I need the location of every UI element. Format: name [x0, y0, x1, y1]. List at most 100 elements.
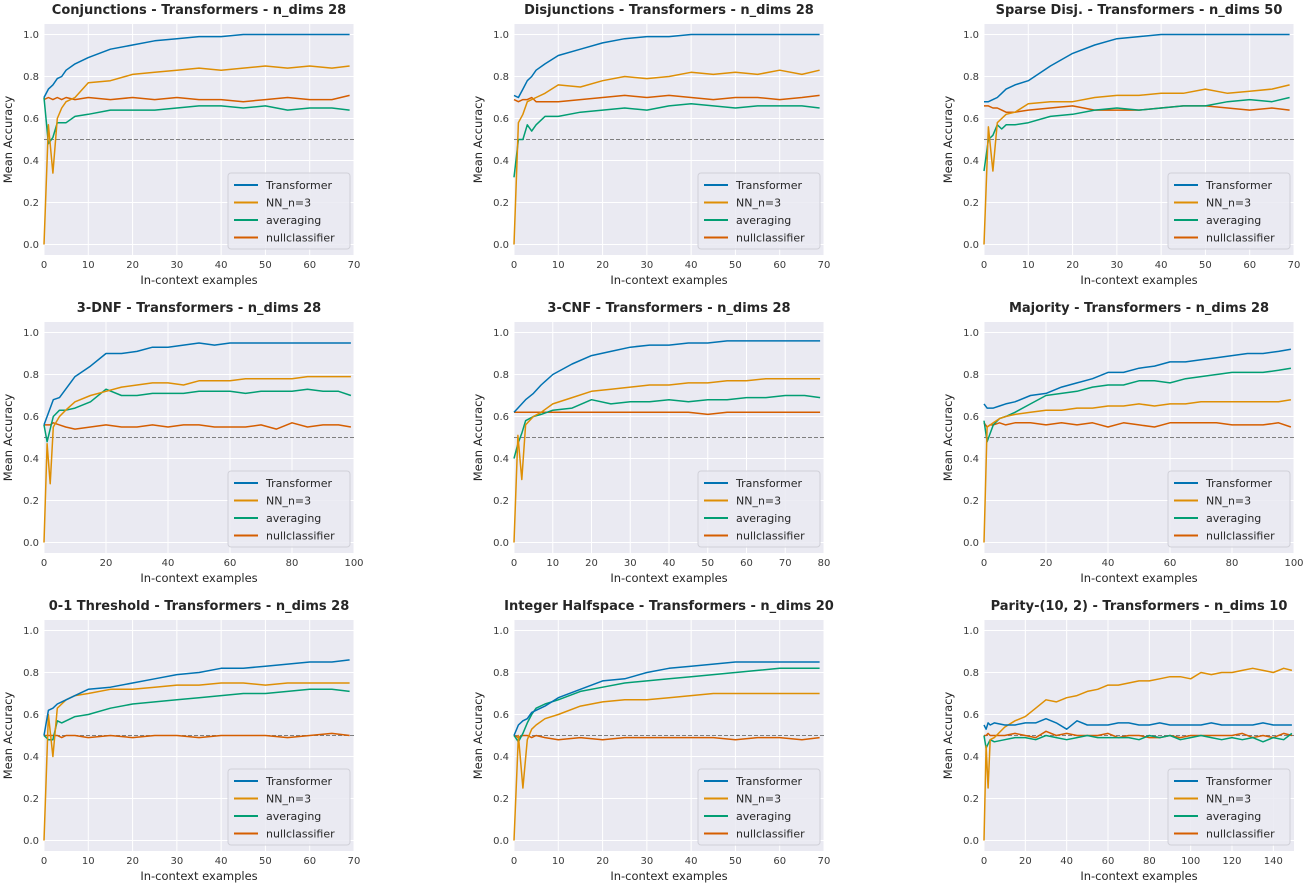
- legend-box: [697, 470, 821, 548]
- x-tick-label: 60: [303, 260, 316, 271]
- x-axis-label: In-context examples: [610, 571, 727, 585]
- x-tick-label: 40: [215, 260, 228, 271]
- x-tick-label: 20: [100, 558, 113, 569]
- x-tick-label: 20: [596, 260, 609, 271]
- subplot-svg: 0 10 20 30 40 50 60 70 80 0.0 0.2 0.4 0.6 0.8 1.0 3-CNF…: [471, 301, 830, 585]
- x-tick-label: 20: [1040, 558, 1053, 569]
- legend-entry: nullclassifier: [266, 232, 335, 245]
- x-tick-label: 40: [663, 558, 676, 569]
- x-tick-label: 70: [779, 558, 792, 569]
- x-tick-label: 30: [170, 260, 183, 271]
- x-tick-label: 30: [1110, 260, 1123, 271]
- x-tick-label: 60: [1243, 260, 1256, 271]
- x-tick-label: 20: [1066, 260, 1079, 271]
- series-line-nullclassifier: [983, 422, 1292, 428]
- x-tick-label: 100: [344, 558, 363, 569]
- legend-entry: NN_n=3: [1206, 197, 1251, 210]
- legend-box: [1167, 172, 1291, 250]
- chart-title: Integer Halfspace - Transformers - n_dim…: [504, 599, 834, 614]
- y-axis-label: Mean Accuracy: [941, 96, 955, 184]
- subplot-svg: 0 20 40 60 80 100 120 140 0.0 0.2 0.4 0.6 0.8 1.0 Pari…: [941, 599, 1294, 883]
- x-tick-label: 0: [511, 260, 517, 271]
- series-line-nullclassifier: [514, 411, 821, 416]
- y-axis-label: Mean Accuracy: [941, 394, 955, 482]
- x-tick-label: 0: [41, 260, 47, 271]
- x-tick-label: 30: [624, 558, 637, 569]
- x-tick-label: 70: [818, 856, 831, 867]
- chart-title: 3-CNF - Transformers - n_dims 28: [547, 301, 790, 316]
- y-tick-label: 1.0: [23, 328, 39, 339]
- y-axis-label: Mean Accuracy: [941, 692, 955, 780]
- legend-box: [697, 172, 821, 250]
- x-tick-label: 30: [640, 856, 653, 867]
- legend: Transformer NN_n=3 averaging nullclassifier: [227, 470, 351, 548]
- legend-entry: Transformer: [1205, 477, 1272, 490]
- subplot-3: 0 10 20 30 40 50 60 70 0.0 0.2 0.4 0.6 0.8 1.0 Sparse …: [940, 0, 1304, 296]
- legend-entry: NN_n=3: [1206, 495, 1251, 508]
- x-tick-label: 10: [552, 260, 565, 271]
- series-line-transformer: [513, 33, 820, 99]
- legend-entry: Transformer: [265, 477, 332, 490]
- legend: Transformer NN_n=3 averaging nullclassifier: [697, 768, 821, 846]
- y-tick-label: 0.6: [963, 412, 979, 423]
- legend-entry: Transformer: [735, 477, 802, 490]
- x-axis-label: In-context examples: [140, 571, 257, 585]
- legend-entry: averaging: [736, 214, 791, 227]
- series-line-nn-n-3: [513, 692, 820, 841]
- series-line-nn-n-3: [43, 65, 350, 245]
- series-line-nullclassifier: [43, 94, 350, 103]
- y-tick-label: 1.0: [23, 626, 39, 637]
- y-tick-label: 0.2: [23, 496, 39, 507]
- legend-entry: NN_n=3: [1206, 793, 1251, 806]
- series-line-nullclassifier: [44, 422, 352, 430]
- y-tick-label: 0.6: [23, 412, 39, 423]
- y-tick-label: 0.2: [963, 794, 979, 805]
- x-axis-label: In-context examples: [1080, 273, 1197, 287]
- legend-entry: NN_n=3: [736, 197, 781, 210]
- x-axis-label: In-context examples: [140, 273, 257, 287]
- y-tick-label: 0.8: [493, 370, 509, 381]
- subplot-2: 0 10 20 30 40 50 60 70 0.0 0.2 0.4 0.6 0.8 1.0 Disjunc…: [470, 0, 834, 296]
- series-line-nullclassifier: [984, 105, 1290, 113]
- x-tick-label: 40: [162, 558, 175, 569]
- x-tick-label: 20: [596, 856, 609, 867]
- legend-entry: NN_n=3: [266, 793, 311, 806]
- subplot-svg: 0 10 20 30 40 50 60 70 0.0 0.2 0.4 0.6 0.8 1.0 Sparse …: [941, 3, 1300, 287]
- legend-entry: NN_n=3: [736, 793, 781, 806]
- legend-box: [227, 172, 351, 250]
- x-axis-label: In-context examples: [610, 273, 727, 287]
- series-line-nn-n-3: [43, 682, 350, 841]
- y-tick-label: 0.6: [963, 710, 979, 721]
- legend: Transformer NN_n=3 averaging nullclassifier: [1167, 470, 1291, 548]
- y-tick-label: 0.2: [23, 794, 39, 805]
- legend: Transformer NN_n=3 averaging nullclassifier: [1167, 172, 1291, 250]
- y-tick-label: 0.4: [963, 156, 979, 167]
- legend-box: [1167, 470, 1291, 548]
- series-line-transformer: [983, 717, 1292, 730]
- series-line-nn-n-3: [983, 398, 1292, 543]
- y-tick-label: 0.8: [23, 668, 39, 679]
- legend-entry: nullclassifier: [736, 530, 805, 543]
- y-tick-label: 0.8: [963, 72, 979, 83]
- series-line-averaging: [43, 688, 350, 741]
- y-tick-label: 0.0: [963, 836, 979, 847]
- x-tick-label: 50: [259, 856, 272, 867]
- subplot-5: 0 10 20 30 40 50 60 70 80 0.0 0.2 0.4 0.6 0.8 1.0 3-CNF…: [470, 298, 834, 594]
- series-line-averaging: [43, 97, 350, 145]
- x-tick-label: 0: [511, 856, 517, 867]
- x-axis-label: In-context examples: [1080, 571, 1197, 585]
- x-axis-label: In-context examples: [610, 869, 727, 883]
- legend-box: [1167, 768, 1291, 846]
- legend-entry: averaging: [266, 810, 321, 823]
- legend-entry: averaging: [736, 512, 791, 525]
- chart-title: Disjunctions - Transformers - n_dims 28: [524, 3, 814, 18]
- x-axis-label: In-context examples: [140, 869, 257, 883]
- legend-entry: nullclassifier: [736, 232, 805, 245]
- y-tick-label: 0.2: [23, 198, 39, 209]
- legend-entry: Transformer: [265, 775, 332, 788]
- y-tick-label: 0.2: [493, 794, 509, 805]
- x-tick-label: 0: [511, 558, 517, 569]
- x-tick-label: 10: [82, 260, 95, 271]
- legend-box: [227, 768, 351, 846]
- x-tick-label: 60: [740, 558, 753, 569]
